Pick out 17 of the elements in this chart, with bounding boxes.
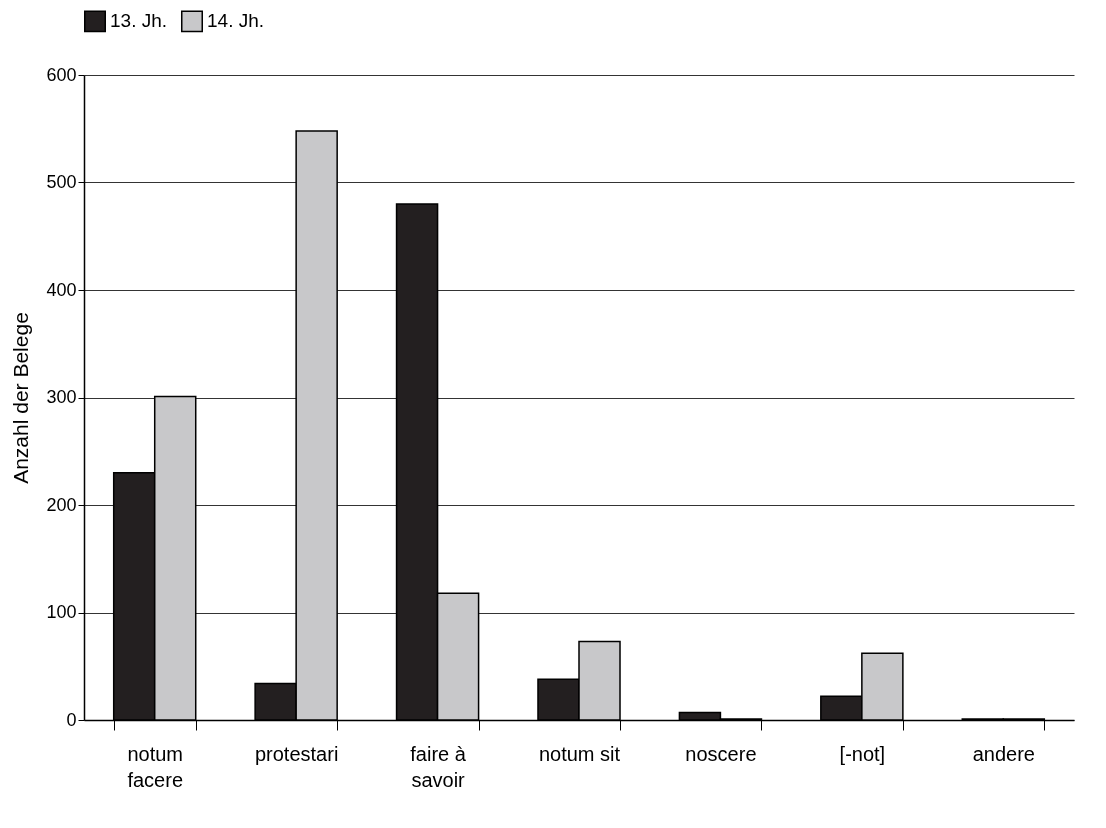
x-tick-label: noscere [685, 742, 757, 765]
y-tick-label: 100 [46, 602, 77, 622]
y-tick-label: 300 [46, 387, 77, 407]
x-tick-label: notum sit [538, 742, 621, 765]
y-tick-label: 600 [46, 64, 77, 85]
legend-label: 13. Jh. [110, 10, 168, 32]
y-tick-label: 200 [46, 494, 77, 515]
x-tick-label: notum facere [127, 742, 184, 791]
x-tick-label: [-not] [839, 742, 886, 765]
x-tick-label: faire à savoir [410, 742, 467, 791]
legend-label: 14. Jh. [207, 10, 265, 32]
y-tick-label: 500 [46, 172, 77, 192]
x-tick-label: protestari [254, 742, 339, 765]
x-tick-label: andere [972, 742, 1035, 765]
y-tick-label: 400 [46, 279, 77, 300]
y-axis-title: Anzahl der Belege [9, 312, 33, 484]
y-tick-label: 0 [66, 709, 77, 730]
